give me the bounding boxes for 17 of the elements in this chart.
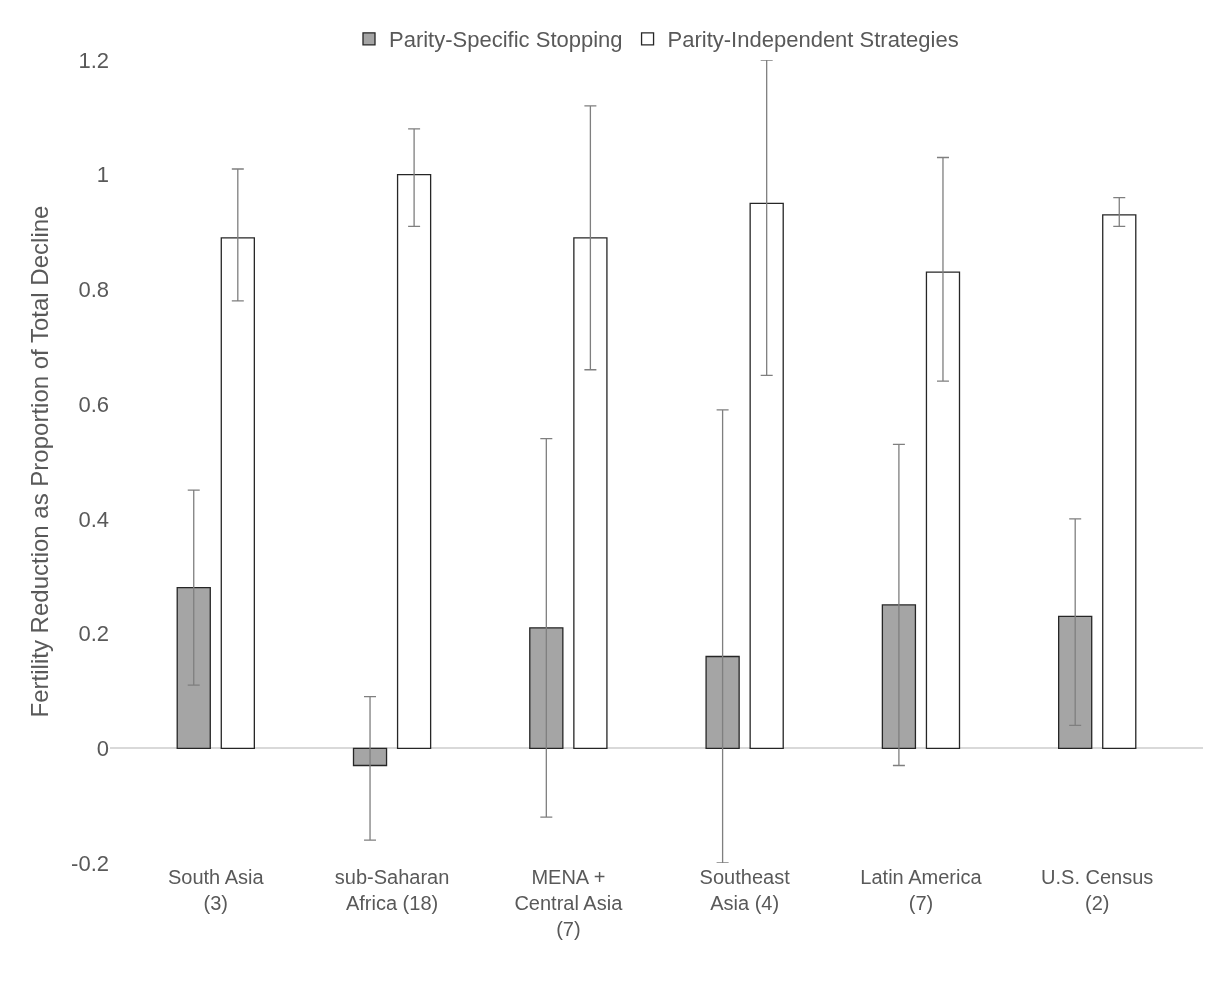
y-tick-label: 0.8 — [78, 277, 109, 303]
y-tick-label: 0.4 — [78, 506, 109, 532]
y-tick-label: -0.2 — [71, 850, 109, 876]
x-tick-label: U.S. Census (2) — [1041, 866, 1154, 914]
legend-label: Parity-Specific Stopping — [389, 27, 623, 53]
y-tick-label: 0 — [96, 735, 109, 761]
y-axis-title: Fertility Reduction as Proportion of Total Decline — [26, 205, 54, 718]
y-tick-label: 0.2 — [78, 621, 109, 647]
y-tick-label: 1 — [96, 162, 109, 188]
x-tick-label: Latin America (7) — [860, 866, 983, 914]
y-tick-label: 0.6 — [78, 391, 109, 417]
x-tick-label: MENA + Central Asia (7) — [514, 866, 624, 940]
x-tick-label: Southeast Asia (4) — [699, 866, 791, 914]
x-tick-label: South Asia (3) — [167, 866, 265, 914]
x-tick-label: sub-Saharan Africa (18) — [334, 866, 450, 914]
y-tick-label: 1.2 — [78, 47, 109, 73]
legend-label: Parity-Independent Strategies — [667, 27, 959, 53]
